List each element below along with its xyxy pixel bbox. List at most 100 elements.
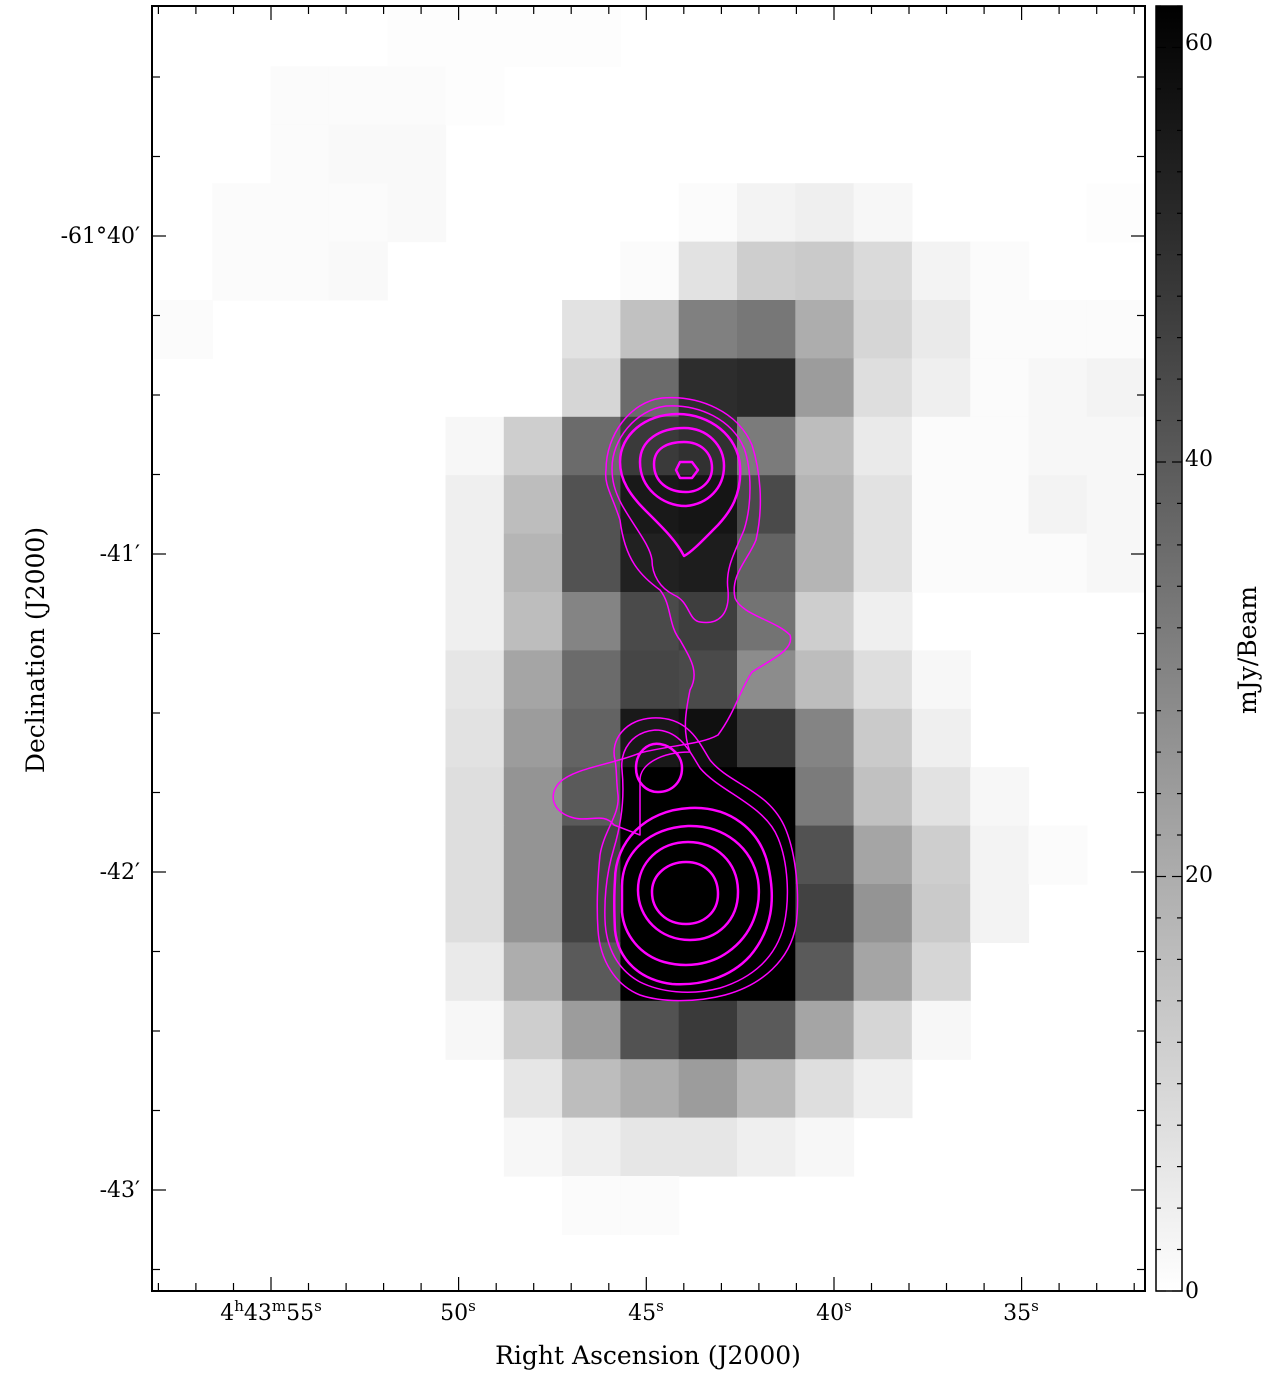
heatmap-cell xyxy=(795,825,855,885)
heatmap-cell xyxy=(503,650,563,710)
heatmap-cell xyxy=(620,884,680,943)
heatmap-cell xyxy=(678,1000,738,1060)
heatmap-cell xyxy=(503,942,563,1002)
heatmap-cell xyxy=(1028,533,1088,593)
colorbar-tick-label-60: 60 xyxy=(1185,31,1213,56)
heatmap-cell xyxy=(445,708,505,768)
heatmap-cell xyxy=(678,592,738,651)
axis-ticks xyxy=(152,6,1145,1291)
heatmap-cell xyxy=(503,533,563,593)
heatmap-cell xyxy=(270,241,330,301)
heatmap-cell xyxy=(1086,358,1145,418)
heatmap-cells xyxy=(154,8,1145,1235)
heatmap-cell xyxy=(445,650,505,710)
heatmap-cell xyxy=(678,241,738,301)
x-tick-labels: 4h43m55s 50s 45s 40s 35s xyxy=(220,1297,1039,1326)
heatmap-cell xyxy=(562,1117,621,1177)
heatmap-cell xyxy=(853,942,913,1002)
heatmap-cell xyxy=(445,8,505,67)
heatmap-cell xyxy=(678,533,738,593)
heatmap-cell xyxy=(1086,183,1145,243)
heatmap-cell xyxy=(328,183,388,243)
heatmap-cell xyxy=(562,767,621,827)
heatmap-cell xyxy=(853,1000,913,1060)
heatmap-cell xyxy=(970,475,1030,535)
heatmap-cell xyxy=(911,1000,971,1060)
heatmap-cell xyxy=(795,1000,855,1060)
heatmap-cell xyxy=(445,825,505,885)
heatmap-cell xyxy=(562,416,621,476)
contour-overlay xyxy=(552,396,799,1002)
heatmap-cell xyxy=(853,708,913,768)
heatmap-cell xyxy=(445,475,505,535)
heatmap-cell xyxy=(795,475,855,535)
heatmap-cell xyxy=(853,241,913,301)
heatmap-cell xyxy=(737,300,796,359)
heatmap-cell xyxy=(970,767,1030,827)
heatmap-cell xyxy=(911,416,971,476)
heatmap-cell xyxy=(853,183,913,243)
heatmap-cell xyxy=(678,767,738,827)
heatmap-cell xyxy=(445,66,505,126)
heatmap-cell xyxy=(795,650,855,710)
contour-south-4 xyxy=(620,824,761,967)
x-axis-title: Right Ascension (J2000) xyxy=(495,1341,801,1370)
contour-south-6 xyxy=(650,860,720,926)
heatmap-cell xyxy=(853,825,913,885)
heatmap-cell xyxy=(853,592,913,651)
heatmap-cell xyxy=(562,592,621,651)
heatmap-cell xyxy=(328,66,388,126)
heatmap-cell xyxy=(853,358,913,418)
y-tick-label-40: -61°40′ xyxy=(61,224,140,249)
heatmap-cell xyxy=(911,767,971,827)
heatmap-cell xyxy=(212,241,272,301)
heatmap-cell xyxy=(911,533,971,593)
heatmap-cell xyxy=(853,767,913,827)
heatmap-cell xyxy=(795,708,855,768)
heatmap-cell xyxy=(562,1000,621,1060)
heatmap-cell xyxy=(503,1000,563,1060)
heatmap-cell xyxy=(795,300,855,359)
heatmap-cell xyxy=(562,825,621,885)
heatmap-cell xyxy=(737,475,796,535)
heatmap-cell xyxy=(328,241,388,301)
heatmap-cell xyxy=(387,66,447,126)
heatmap-cell xyxy=(503,825,563,885)
heatmap-cell xyxy=(911,241,971,301)
heatmap-cell xyxy=(212,183,272,243)
heatmap-cell xyxy=(795,1059,855,1119)
heatmap-cell xyxy=(970,358,1030,418)
y-tick-labels: -61°40′ -41′ -42′ -43′ xyxy=(61,224,140,1203)
heatmap-cell xyxy=(853,884,913,943)
heatmap-cell xyxy=(445,767,505,827)
heatmap-cell xyxy=(853,650,913,710)
heatmap-cell xyxy=(795,884,855,943)
colorbar-ticks xyxy=(1156,5,1182,1292)
heatmap-cell xyxy=(795,592,855,651)
heatmap-cell xyxy=(737,533,796,593)
heatmap-cell xyxy=(445,884,505,943)
heatmap-cell xyxy=(678,884,738,943)
y-tick-label-42: -42′ xyxy=(100,860,140,885)
heatmap-cell xyxy=(1086,416,1145,476)
heatmap-cell xyxy=(445,592,505,651)
heatmap-cell xyxy=(911,358,971,418)
heatmap-cell xyxy=(387,124,447,184)
heatmap-cell xyxy=(620,416,680,476)
colorbar-tick-label-20: 20 xyxy=(1185,863,1213,888)
heatmap-cell xyxy=(562,533,621,593)
heatmap-cell xyxy=(620,1059,680,1119)
heatmap-cell xyxy=(970,825,1030,885)
heatmap-cell xyxy=(795,533,855,593)
heatmap-cell xyxy=(911,942,971,1002)
heatmap-cell xyxy=(620,241,680,301)
heatmap-cell xyxy=(795,183,855,243)
heatmap-cell xyxy=(678,1059,738,1119)
heatmap-cell xyxy=(1086,300,1145,359)
contour-north-2 xyxy=(611,405,751,624)
heatmap-cell xyxy=(270,66,330,126)
heatmap-cell xyxy=(737,1000,796,1060)
heatmap-cell xyxy=(620,825,680,885)
heatmap-cell xyxy=(970,241,1030,301)
